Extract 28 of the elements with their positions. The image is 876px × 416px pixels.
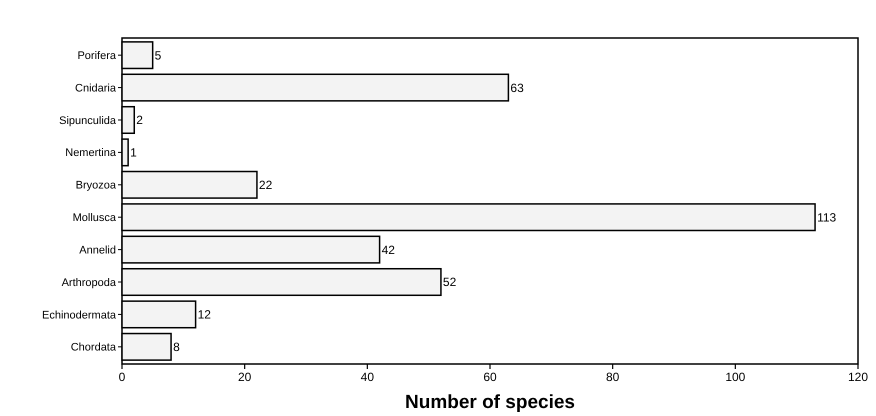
y-tick-label: Chordata <box>70 342 117 354</box>
x-tick-label: 40 <box>360 370 374 384</box>
y-tick-label: Porifera <box>77 50 117 62</box>
x-tick-label: 60 <box>483 370 497 384</box>
x-tick-label: 100 <box>725 370 746 384</box>
y-tick-label: Arthropoda <box>62 276 117 289</box>
data-label: 2 <box>136 113 144 128</box>
y-tick-label: Bryozoa <box>76 180 117 192</box>
x-tick-label: 80 <box>606 370 620 384</box>
data-label: 8 <box>173 340 180 354</box>
x-axis-title: Number of species <box>405 392 575 413</box>
data-label: 113 <box>817 210 837 224</box>
y-tick-label: Echinodermata <box>42 309 117 322</box>
data-label: 5 <box>154 48 162 62</box>
x-tick-label: 120 <box>848 370 868 384</box>
data-label: 52 <box>442 275 457 290</box>
data-label: 22 <box>258 178 273 192</box>
data-label: 63 <box>510 80 524 95</box>
x-tick-label: 20 <box>238 370 252 384</box>
y-tick-label: Nemertina <box>65 147 117 160</box>
y-tick-label: Annelid <box>79 244 116 256</box>
x-tick-label: 0 <box>118 370 126 384</box>
y-tick-label: Cnidaria <box>75 82 117 94</box>
y-tick-label: Mollusca <box>72 212 117 224</box>
data-label: 42 <box>382 242 396 257</box>
data-label: 12 <box>198 308 212 322</box>
data-label: 1 <box>130 146 138 160</box>
y-tick-label: Sipunculida <box>59 114 117 127</box>
